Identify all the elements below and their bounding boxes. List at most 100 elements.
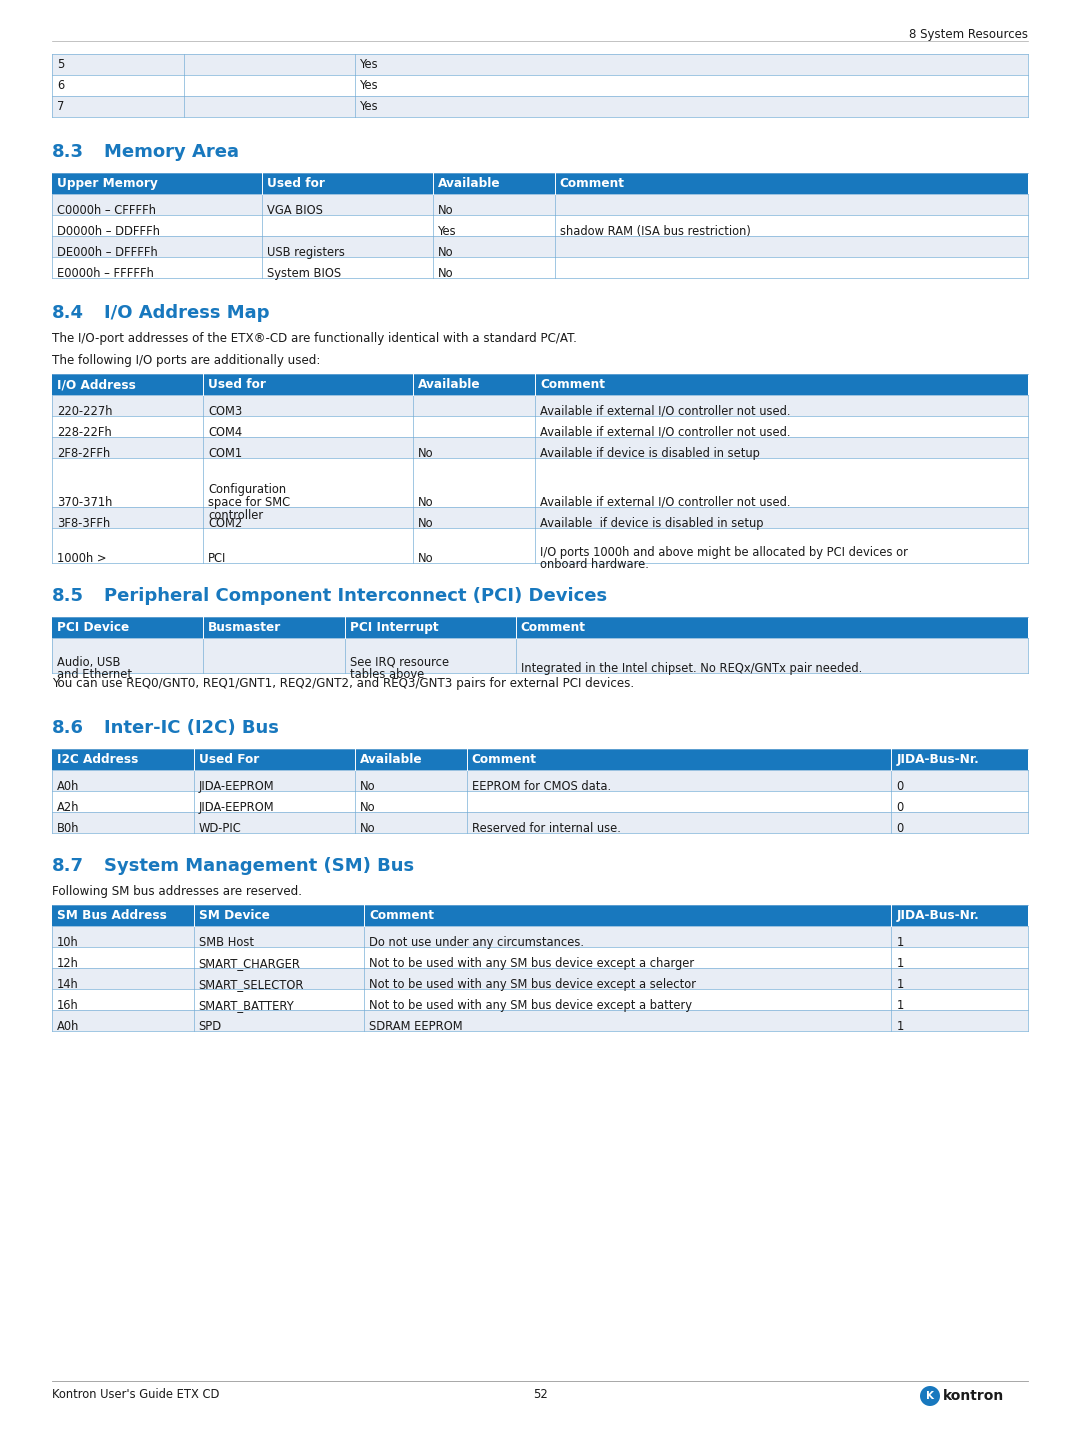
Text: controller: controller [208, 509, 264, 522]
Text: 220-227h: 220-227h [57, 404, 112, 417]
Text: No: No [418, 496, 434, 509]
Text: 8.4: 8.4 [52, 304, 84, 322]
Text: A0h: A0h [57, 780, 79, 793]
Text: 3F8-3FFh: 3F8-3FFh [57, 517, 110, 530]
Text: Not to be used with any SM bus device except a battery: Not to be used with any SM bus device ex… [369, 999, 692, 1012]
Text: 8.3: 8.3 [52, 142, 84, 161]
Bar [52, 374, 1028, 394]
Text: 1000h >: 1000h > [57, 553, 107, 566]
Text: Integrated in the Intel chipset. No REQx/GNTx pair needed.: Integrated in the Intel chipset. No REQx… [521, 662, 862, 675]
Bar [52, 905, 1028, 927]
Text: Available if device is disabled in setup: Available if device is disabled in setup [540, 448, 760, 460]
Text: System Management (SM) Bus: System Management (SM) Bus [104, 858, 414, 875]
Text: Comment: Comment [540, 378, 605, 391]
Text: 16h: 16h [57, 999, 79, 1012]
Bar [52, 437, 1028, 458]
Text: 6: 6 [57, 79, 64, 92]
Text: 228-22Fh: 228-22Fh [57, 426, 111, 439]
Text: Inter-IC (I2C) Bus: Inter-IC (I2C) Bus [104, 720, 279, 737]
Text: PCI Device: PCI Device [57, 622, 130, 635]
Text: Memory Area: Memory Area [104, 142, 239, 161]
Text: Available: Available [360, 753, 422, 766]
Bar [52, 194, 1028, 214]
Text: K: K [926, 1392, 934, 1402]
Text: COM3: COM3 [208, 404, 243, 417]
Text: EEPROM for CMOS data.: EEPROM for CMOS data. [472, 780, 611, 793]
Text: I2C Address: I2C Address [57, 753, 138, 766]
Text: The following I/O ports are additionally used:: The following I/O ports are additionally… [52, 354, 321, 367]
Text: I/O Address Map: I/O Address Map [104, 304, 270, 322]
Text: SM Bus Address: SM Bus Address [57, 909, 167, 922]
Bar [52, 55, 1028, 75]
Bar [52, 528, 1028, 563]
Text: 8.7: 8.7 [52, 858, 84, 875]
Text: Yes: Yes [360, 79, 378, 92]
Bar [52, 989, 1028, 1010]
Text: WD-PIC: WD-PIC [199, 822, 241, 835]
Text: and Ethernet: and Ethernet [57, 669, 132, 682]
Bar [52, 947, 1028, 968]
Text: Yes: Yes [437, 224, 456, 237]
Text: JIDA-Bus-Nr.: JIDA-Bus-Nr. [896, 753, 980, 766]
Text: SM Device: SM Device [199, 909, 269, 922]
Text: I/O Address: I/O Address [57, 378, 136, 391]
Text: shadow RAM (ISA bus restriction): shadow RAM (ISA bus restriction) [559, 224, 751, 237]
Text: No: No [360, 780, 375, 793]
Text: PCI Interrupt: PCI Interrupt [350, 622, 438, 635]
Text: Peripheral Component Interconnect (PCI) Devices: Peripheral Component Interconnect (PCI) … [104, 587, 607, 604]
Bar [52, 416, 1028, 437]
Text: See IRQ resource: See IRQ resource [350, 656, 449, 669]
Text: Audio, USB: Audio, USB [57, 656, 121, 669]
Text: 52: 52 [532, 1389, 548, 1402]
Text: space for SMC: space for SMC [208, 496, 291, 509]
Text: Configuration: Configuration [208, 484, 286, 496]
Text: Used for: Used for [267, 177, 325, 190]
Text: 8 System Resources: 8 System Resources [909, 27, 1028, 40]
Text: kontron: kontron [943, 1389, 1004, 1403]
Text: You can use REQ0/GNT0, REQ1/GNT1, REQ2/GNT2, and REQ3/GNT3 pairs for external PC: You can use REQ0/GNT0, REQ1/GNT1, REQ2/G… [52, 676, 634, 689]
Text: Comment: Comment [559, 177, 624, 190]
Text: 10h: 10h [57, 935, 79, 948]
Text: COM1: COM1 [208, 448, 242, 460]
Text: tables above: tables above [350, 669, 424, 682]
Text: No: No [437, 246, 454, 259]
Text: A2h: A2h [57, 802, 80, 814]
Text: Not to be used with any SM bus device except a selector: Not to be used with any SM bus device ex… [369, 979, 697, 991]
Bar [52, 927, 1028, 947]
Bar [52, 96, 1028, 117]
Text: 8.6: 8.6 [52, 720, 84, 737]
Text: Used for: Used for [208, 378, 266, 391]
Text: No: No [360, 822, 375, 835]
Text: Used For: Used For [199, 753, 259, 766]
Text: 1: 1 [896, 999, 904, 1012]
Bar [52, 394, 1028, 416]
Text: Busmaster: Busmaster [208, 622, 282, 635]
Text: DE000h – DFFFFh: DE000h – DFFFFh [57, 246, 158, 259]
Text: Yes: Yes [360, 58, 378, 71]
Bar [52, 617, 1028, 637]
Text: A0h: A0h [57, 1020, 79, 1033]
Text: onboard hardware.: onboard hardware. [540, 558, 649, 571]
Text: 370-371h: 370-371h [57, 496, 112, 509]
Text: D0000h – DDFFFh: D0000h – DDFFFh [57, 224, 160, 237]
Bar [52, 750, 1028, 770]
Text: PCI: PCI [208, 553, 227, 566]
Text: Available: Available [437, 177, 500, 190]
Text: JIDA-EEPROM: JIDA-EEPROM [199, 802, 274, 814]
Text: Following SM bus addresses are reserved.: Following SM bus addresses are reserved. [52, 885, 302, 898]
Text: No: No [437, 204, 454, 217]
Text: Yes: Yes [360, 99, 378, 114]
Text: 0: 0 [896, 780, 904, 793]
Text: The I/O-port addresses of the ETX®-CD are functionally identical with a standard: The I/O-port addresses of the ETX®-CD ar… [52, 332, 577, 345]
Bar [52, 637, 1028, 673]
Bar [52, 968, 1028, 989]
Text: Do not use under any circumstances.: Do not use under any circumstances. [369, 935, 584, 948]
Text: 1: 1 [896, 957, 904, 970]
Text: Comment: Comment [369, 909, 434, 922]
Text: USB registers: USB registers [267, 246, 345, 259]
Text: SPD: SPD [199, 1020, 221, 1033]
Text: 1: 1 [896, 935, 904, 948]
Text: COM2: COM2 [208, 517, 243, 530]
Text: 12h: 12h [57, 957, 79, 970]
Text: 2F8-2FFh: 2F8-2FFh [57, 448, 110, 460]
